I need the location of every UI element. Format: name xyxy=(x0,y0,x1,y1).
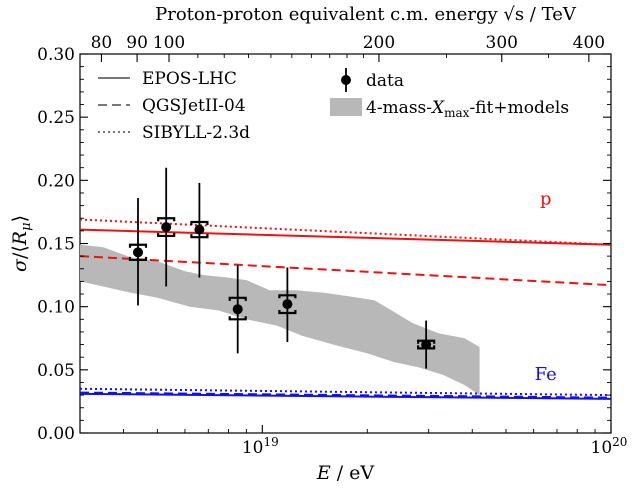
y-tick-label: 0.30 xyxy=(37,45,75,65)
legend-label: SIBYLL-2.3d xyxy=(142,123,250,143)
data-marker xyxy=(232,304,243,315)
model-line-qgsjetii-04-fe xyxy=(80,391,611,399)
uncertainty-band xyxy=(80,244,480,396)
top-tick-label: 200 xyxy=(363,33,395,53)
y-tick-label: 0.25 xyxy=(37,108,75,128)
top-tick-label: 400 xyxy=(573,33,605,53)
sys-bracket-upper xyxy=(278,294,297,299)
y-tick-label: 0.20 xyxy=(37,171,75,191)
y-axis-label: σ/⟨Rμ⟩ xyxy=(9,215,34,272)
data-point-2 xyxy=(190,182,209,278)
y-axis-label-group: σ/⟨Rμ⟩ xyxy=(9,215,34,272)
sys-bracket-lower xyxy=(228,316,247,321)
sys-bracket-lower xyxy=(128,256,148,262)
legend-label: 4-mass-Xmax-fit+models xyxy=(366,98,569,120)
data-point-1 xyxy=(157,167,176,287)
legend-label: QGSJetII-04 xyxy=(142,96,246,116)
top-tick-label: 100 xyxy=(153,33,185,53)
legend-label: data xyxy=(366,71,404,91)
annotation-fe: Fe xyxy=(535,364,557,385)
sys-bracket-lower xyxy=(190,234,209,239)
data-marker xyxy=(421,339,432,350)
x-axis-label: E / eV xyxy=(316,462,375,484)
data-marker xyxy=(282,299,293,310)
model-line-qgsjetii-04-p xyxy=(80,255,611,287)
top-tick-label: 90 xyxy=(126,33,148,53)
data-marker xyxy=(161,222,172,233)
annotation-p: p xyxy=(540,188,552,209)
top-tick-label: 300 xyxy=(486,33,518,53)
sys-bracket-upper xyxy=(157,217,176,222)
model-line-sibyll-2-3d-fe xyxy=(80,387,611,397)
model-line-epos-lhc-p xyxy=(80,228,611,246)
y-tick-label: 0.00 xyxy=(37,424,75,444)
legend-band-swatch xyxy=(330,98,362,116)
y-tick-label: 0.10 xyxy=(37,298,75,318)
sys-bracket-lower xyxy=(278,309,297,315)
y-tick-label: 0.15 xyxy=(37,235,75,255)
legend: EPOS-LHC QGSJetII-04 SIBYLL-2.3d data 4-mass… xyxy=(98,68,569,143)
data-marker xyxy=(194,224,205,235)
sys-bracket-upper xyxy=(190,220,209,226)
top-axis-label: Proton-proton equivalent c.m. energy √s … xyxy=(155,4,577,25)
sys-bracket-upper xyxy=(228,296,247,301)
data-point-5 xyxy=(417,320,436,369)
top-tick-label: 80 xyxy=(91,33,113,53)
plot-area xyxy=(80,167,611,400)
x-tick-label: 1020 xyxy=(591,435,628,458)
sys-bracket-upper xyxy=(128,243,148,248)
legend-label: EPOS-LHC xyxy=(142,69,237,89)
data-marker xyxy=(132,247,143,258)
model-line-epos-lhc-fe xyxy=(80,392,611,400)
sys-bracket-lower xyxy=(157,232,176,238)
model-line-sibyll-2-3d-p xyxy=(80,218,611,246)
data-point-3 xyxy=(228,264,247,354)
data-point-4 xyxy=(278,267,297,343)
legend-data-marker xyxy=(341,75,351,85)
x-tick-label: 1019 xyxy=(242,435,279,458)
y-tick-label: 0.05 xyxy=(37,361,75,381)
data-point-0 xyxy=(128,198,148,306)
